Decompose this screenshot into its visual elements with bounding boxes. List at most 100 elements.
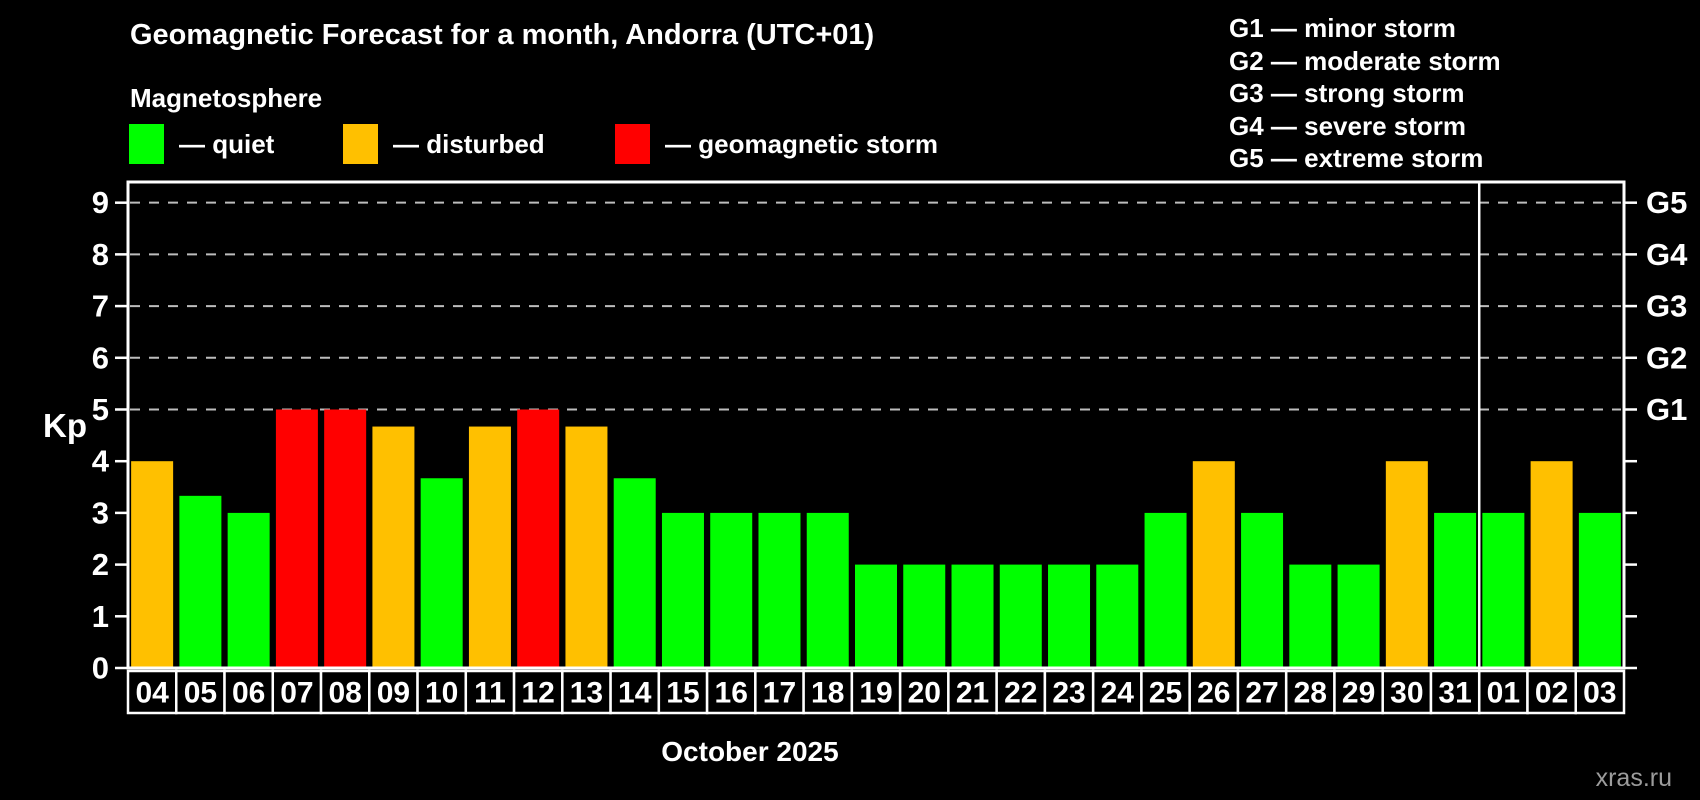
kp-bar-day-31 xyxy=(1434,512,1477,668)
y-tick-label-5: 5 xyxy=(92,392,109,427)
storm-scale-item-g4: G4 — severe storm xyxy=(1229,110,1467,141)
day-cell-01 xyxy=(1477,669,1529,715)
kp-bar-day-06 xyxy=(227,512,270,668)
page-title: Geomagnetic Forecast for a month, Andorr… xyxy=(130,19,875,51)
legend-item-quiet: — quiet xyxy=(129,123,274,165)
day-label-22: 22 xyxy=(1004,677,1037,710)
y-tick-label-4: 4 xyxy=(92,444,110,479)
kp-bar-day-12 xyxy=(517,409,560,668)
day-label-14: 14 xyxy=(618,677,652,710)
day-label-29: 29 xyxy=(1342,677,1375,710)
kp-bar-day-17 xyxy=(758,512,801,668)
legend-item-storm: — geomagnetic storm xyxy=(615,123,938,165)
storm-scale-item-g1: G1 — minor storm xyxy=(1229,13,1456,43)
day-label-26: 26 xyxy=(1197,677,1230,710)
kp-bar-day-13 xyxy=(565,426,608,668)
day-cell-28 xyxy=(1284,669,1336,715)
legend-label-quiet: — quiet xyxy=(179,128,275,159)
y-tick-label-0: 0 xyxy=(92,651,109,686)
y-tick-label-9: 9 xyxy=(92,185,109,220)
kp-bar-day-20 xyxy=(903,564,946,668)
day-label-12: 12 xyxy=(522,677,555,710)
kp-bar-day-21 xyxy=(951,564,994,668)
y-tick-label-6: 6 xyxy=(92,340,109,375)
day-cell-10 xyxy=(416,669,468,715)
day-cell-12 xyxy=(512,669,564,715)
day-label-03: 03 xyxy=(1583,677,1616,710)
day-cell-29 xyxy=(1333,669,1384,715)
day-label-10: 10 xyxy=(425,677,458,710)
kp-bar-day-24 xyxy=(1096,564,1139,668)
magnetosphere-label: Magnetosphere xyxy=(130,83,323,113)
kp-bar-day-26 xyxy=(1192,461,1235,668)
day-cell-07 xyxy=(271,669,323,715)
day-label-06: 06 xyxy=(232,677,265,710)
y-axis-label: Kp xyxy=(43,407,87,444)
day-label-20: 20 xyxy=(908,677,941,710)
kp-bar-day-08 xyxy=(324,409,367,668)
kp-bar-day-07 xyxy=(275,409,318,668)
day-cell-21 xyxy=(947,669,998,715)
kp-bar-day-15 xyxy=(661,512,704,668)
day-label-21: 21 xyxy=(956,677,989,710)
kp-bar-day-14 xyxy=(613,478,656,668)
day-cell-15 xyxy=(657,669,709,715)
day-cell-18 xyxy=(802,669,854,715)
day-label-27: 27 xyxy=(1245,677,1278,710)
right-axis-label-g1: G1 xyxy=(1646,392,1687,427)
day-label-07: 07 xyxy=(280,677,313,710)
kp-bar-day-19 xyxy=(855,564,897,668)
kp-bar-day-29 xyxy=(1337,564,1380,668)
kp-bar-day-28 xyxy=(1289,564,1332,668)
right-axis-label-g5: G5 xyxy=(1646,185,1687,220)
day-cell-04 xyxy=(126,669,178,715)
legend-label-disturbed: — disturbed xyxy=(393,128,545,159)
storm-scale-item-g2: G2 — moderate storm xyxy=(1229,45,1501,76)
kp-bar-day-22 xyxy=(999,564,1042,668)
day-label-05: 05 xyxy=(184,677,217,710)
xras-watermark: xras.ru xyxy=(1595,764,1672,792)
kp-bar-day-18 xyxy=(806,512,849,668)
y-tick-label-3: 3 xyxy=(92,495,109,530)
day-cell-24 xyxy=(1091,669,1143,715)
y-tick-label-2: 2 xyxy=(92,547,109,582)
y-tick-label-7: 7 xyxy=(92,289,109,324)
day-label-24: 24 xyxy=(1101,677,1135,710)
legend-item-disturbed: — disturbed xyxy=(343,123,545,165)
day-label-31: 31 xyxy=(1438,677,1471,710)
day-label-01: 01 xyxy=(1487,677,1520,710)
right-axis-label-g3: G3 xyxy=(1646,289,1687,324)
day-label-09: 09 xyxy=(377,677,410,710)
day-label-15: 15 xyxy=(666,677,699,710)
day-cell-03 xyxy=(1574,669,1626,715)
day-label-16: 16 xyxy=(715,677,748,710)
storm-scale-legend: G1 — minor storm G2 — moderate storm G3 … xyxy=(1229,12,1501,175)
day-cell-23 xyxy=(1043,669,1095,715)
kp-bar-day-03 xyxy=(1578,512,1621,668)
day-label-19: 19 xyxy=(859,677,892,710)
day-label-17: 17 xyxy=(763,677,796,710)
day-cell-27 xyxy=(1236,669,1288,715)
plot-border xyxy=(126,180,1626,670)
legend-label-storm: — geomagnetic storm xyxy=(665,128,939,159)
day-label-04: 04 xyxy=(135,677,169,710)
storm-scale-item-g3: G3 — strong storm xyxy=(1229,78,1465,108)
y-tick-label-1: 1 xyxy=(92,599,109,634)
day-label-02: 02 xyxy=(1535,677,1568,710)
storm-scale-item-g5: G5 — extreme storm xyxy=(1229,143,1484,173)
day-cell-25 xyxy=(1140,669,1191,715)
day-label-08: 08 xyxy=(328,677,361,710)
kp-bar-day-10 xyxy=(420,478,463,668)
kp-bar-day-02 xyxy=(1530,461,1573,668)
x-axis-month-label: October 2025 xyxy=(661,736,839,767)
day-cell-02 xyxy=(1526,669,1577,715)
day-label-30: 30 xyxy=(1390,677,1423,710)
kp-bar-day-09 xyxy=(372,426,415,668)
day-label-11: 11 xyxy=(474,677,506,710)
kp-bar-day-25 xyxy=(1144,512,1187,668)
day-label-25: 25 xyxy=(1149,677,1182,710)
right-axis-label-g2: G2 xyxy=(1646,340,1687,375)
day-label-23: 23 xyxy=(1052,677,1085,710)
